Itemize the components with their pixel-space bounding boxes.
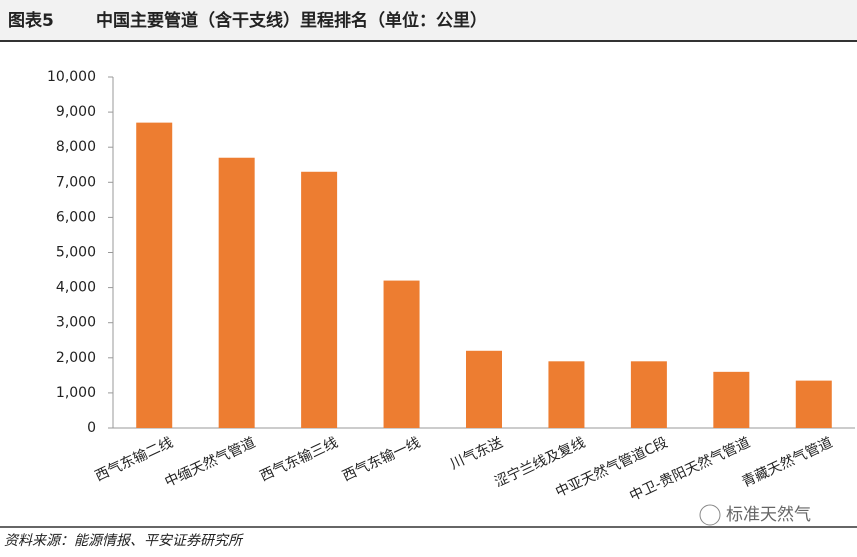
figure-label: 图表5 [8,10,54,31]
bar [218,157,255,429]
y-tick-label: 5,000 [56,245,96,261]
logo-text: 标准天然气 [726,505,811,525]
y-tick-label: 10,000 [47,69,96,85]
y-tick-label: 1,000 [56,385,96,401]
y-tick-label: 9,000 [56,104,96,120]
bar [136,122,173,428]
x-tick-label: 川气东送 [448,435,506,473]
y-tick-label: 6,000 [56,209,96,225]
bar [795,380,832,428]
x-tick-label: 西气东输一线 [340,435,423,485]
y-tick-label: 3,000 [56,315,96,331]
x-tick-label: 中缅天然气管道 [162,434,258,491]
chart-title: 中国主要管道（含干支线）里程排名（单位：公里） [96,10,487,31]
y-tick-label: 0 [87,420,96,436]
y-tick-label: 2,000 [56,350,96,366]
x-tick-label: 青藏天然气管道 [739,434,835,491]
bar [713,371,750,428]
source: 资料来源：能源情报、平安证券研究所 [4,533,244,549]
header-band [0,0,857,40]
y-tick-label: 7,000 [56,174,96,190]
logo-icon [699,504,721,526]
x-tick-label: 西气东输三线 [258,435,341,485]
bar [301,171,338,428]
bar [383,280,420,428]
y-tick-label: 4,000 [56,280,96,296]
bar [548,361,585,428]
y-tick-label: 8,000 [56,139,96,155]
bar [630,361,667,428]
bar [466,350,502,428]
